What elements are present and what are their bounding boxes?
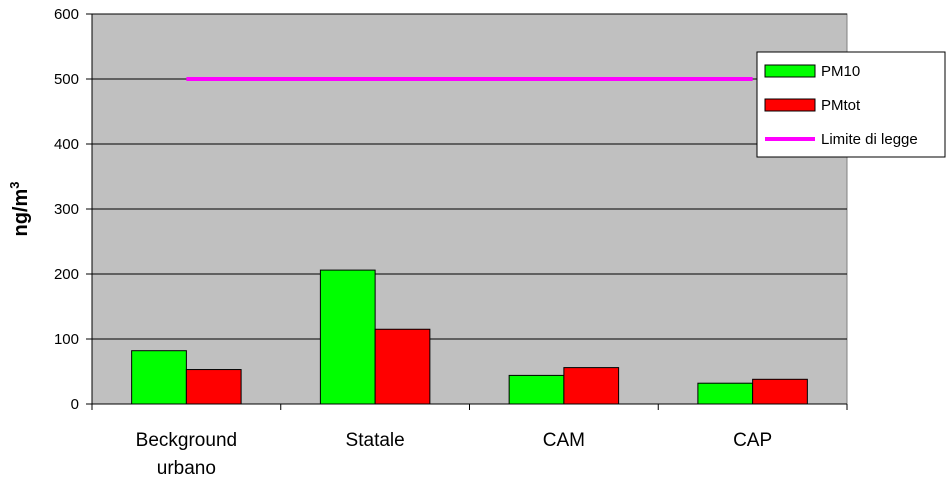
legend-label-limit: Limite di legge <box>821 131 918 148</box>
y-tick-label-0: 0 <box>71 396 79 413</box>
bar-pm10-cap <box>697 382 754 405</box>
bar-pm10-beckground-urbano <box>131 350 187 405</box>
axes <box>86 13 848 410</box>
y-tick-labels: 0 100 200 300 400 500 600 <box>54 6 79 413</box>
bars <box>131 269 808 405</box>
legend-swatch-pm10 <box>764 64 816 78</box>
x-tick-label-3-line-0: CAP <box>733 430 772 451</box>
y-axis-label-superscript: 3 <box>7 181 22 188</box>
x-tick-label-0-line-0: Beckground <box>136 430 237 451</box>
legend-label-pm10: PM10 <box>821 63 860 80</box>
x-tick-labels: Beckground urbano Statale CAM CAP <box>136 430 772 479</box>
y-tick-label-400: 400 <box>54 136 79 153</box>
y-axis-label: ng/m3 <box>7 181 32 236</box>
y-tick-label-600: 600 <box>54 6 79 23</box>
legend-swatch-pmtot <box>764 98 816 112</box>
bar-pmtot-beckground-urbano <box>185 369 242 405</box>
x-tick-label-1-line-0: Statale <box>346 430 405 451</box>
bar-pmtot-statale <box>374 328 431 405</box>
y-tick-label-200: 200 <box>54 266 79 283</box>
x-tick-label-0-line-1: urbano <box>157 458 216 479</box>
bar-pm10-cam <box>508 374 565 405</box>
y-tick-label-300: 300 <box>54 201 79 218</box>
bar-pmtot-cap <box>752 378 808 405</box>
legend: PM10 PMtot Limite di legge <box>756 51 946 158</box>
y-tick-label-100: 100 <box>54 331 79 348</box>
bar-pmtot-cam <box>563 367 620 405</box>
y-tick-label-500: 500 <box>54 71 79 88</box>
bar-pm10-statale <box>319 269 376 405</box>
legend-label-pmtot: PMtot <box>821 97 861 114</box>
y-axis-label-text: ng/m <box>10 189 32 237</box>
x-tick-label-2-line-0: CAM <box>543 430 585 451</box>
